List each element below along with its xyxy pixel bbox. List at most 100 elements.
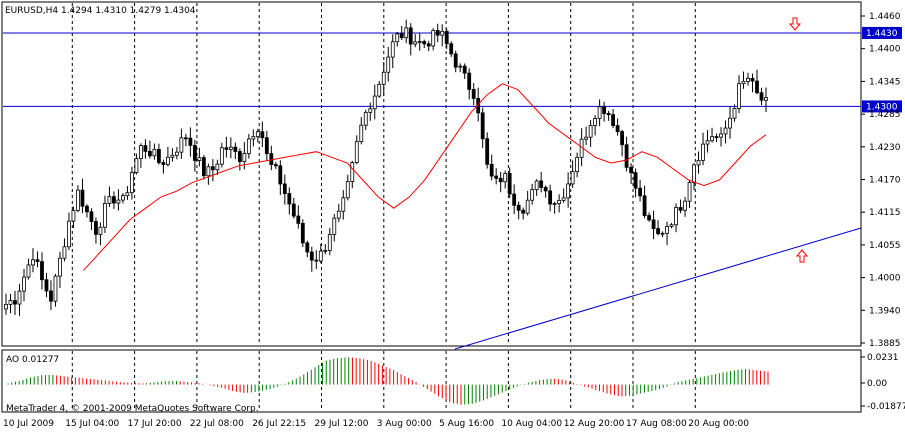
- candle-body: [602, 106, 607, 114]
- time-tick-label: 10 Aug 04:00: [501, 419, 562, 429]
- candle-body: [31, 259, 35, 266]
- candle-body: [183, 137, 188, 140]
- candle-body: [314, 259, 319, 262]
- ao-tick-label: 0.00: [867, 379, 887, 389]
- candle-body: [260, 131, 265, 139]
- time-tick-label: 12 Aug 20:00: [564, 419, 625, 429]
- moving-average-line: [83, 83, 767, 271]
- candle-body: [458, 65, 463, 68]
- candle-body: [197, 157, 202, 161]
- candle-body: [80, 189, 85, 207]
- candle-body: [305, 242, 310, 253]
- candle-body: [606, 113, 611, 116]
- candle-body: [188, 137, 193, 146]
- candle-body: [566, 183, 571, 199]
- candle-body: [408, 27, 413, 45]
- candle-body: [327, 233, 332, 251]
- buy-marker-icon: [795, 249, 809, 263]
- price-level-tag: [862, 100, 902, 113]
- candle-body: [741, 80, 746, 85]
- time-tick-label: 26 Jul 22:15: [252, 419, 306, 429]
- candle-body: [296, 215, 301, 224]
- candle-body: [242, 153, 247, 162]
- candle-body: [570, 171, 575, 185]
- candle-body: [363, 111, 368, 126]
- candle-body: [660, 232, 665, 235]
- candle-body: [633, 172, 638, 189]
- candle-body: [642, 195, 647, 216]
- candle-body: [525, 199, 530, 214]
- candle-body: [552, 203, 557, 205]
- ao-axis: 0.0231 0.00 -0.01877: [861, 353, 905, 412]
- candle-body: [246, 138, 251, 154]
- candle-body: [395, 33, 400, 43]
- candle-body: [710, 136, 714, 142]
- candle-body: [530, 189, 535, 201]
- candle-body: [701, 143, 705, 161]
- candle-body: [417, 41, 422, 43]
- candle-body: [377, 83, 382, 97]
- candle-body: [125, 192, 130, 197]
- candle-body: [40, 261, 44, 281]
- candle-body: [278, 165, 283, 185]
- ao-panel-border: [1, 349, 862, 413]
- candle-body: [53, 275, 58, 302]
- price-panel[interactable]: [1, 1, 862, 347]
- candle-body: [485, 138, 490, 165]
- price-level-tag: [862, 26, 902, 39]
- candle-body: [426, 43, 431, 47]
- candle-body: [638, 187, 642, 197]
- candle-body: [291, 203, 296, 217]
- ao-panel[interactable]: [1, 349, 862, 413]
- candle-body: [746, 77, 750, 82]
- candle-body: [665, 225, 669, 234]
- candle-body: [543, 187, 548, 192]
- candle-body: [26, 264, 31, 278]
- candle-body: [233, 146, 238, 152]
- time-tick-label: 22 Jul 08:00: [190, 419, 244, 429]
- candle-body: [152, 148, 157, 157]
- candle-body: [179, 137, 184, 153]
- time-tick-label: 15 Jul 04:00: [65, 419, 119, 429]
- time-tick-label: 10 Jul 2009: [3, 419, 54, 429]
- time-tick-label: 5 Aug 16:00: [439, 419, 494, 429]
- candle-body: [76, 189, 80, 211]
- candle-body: [219, 147, 224, 165]
- candle-body: [103, 203, 107, 228]
- candle-body: [121, 195, 125, 201]
- candle-body: [512, 193, 517, 206]
- candle-body: [359, 124, 364, 143]
- price-level-label: 1.4300: [866, 102, 898, 112]
- candle-body: [548, 190, 553, 205]
- candle-body: [273, 164, 278, 167]
- candle-body: [22, 276, 26, 292]
- candle-body: [300, 222, 305, 244]
- candle-body: [215, 163, 220, 171]
- candle-body: [318, 250, 323, 262]
- candle-body: [309, 251, 314, 261]
- candle-body: [588, 125, 593, 138]
- trendline[interactable]: [454, 227, 862, 350]
- candle-body: [593, 118, 598, 126]
- candle-body: [620, 131, 624, 146]
- candle-body: [112, 196, 116, 204]
- candle-body: [647, 215, 651, 221]
- candle-body: [282, 183, 287, 194]
- candle-body: [17, 290, 22, 305]
- candle-body: [201, 157, 206, 177]
- candle-body: [678, 207, 683, 211]
- price-level-label: 1.4430: [866, 29, 898, 39]
- candle-body: [656, 228, 660, 235]
- price-axis: 1.4460 1.4400 1.4345 1.4285 1.4230 1.4170 1.41…: [861, 12, 901, 349]
- time-tick-label: 3 Aug 00:00: [377, 419, 432, 429]
- symbol-header: EURUSD,H4 1.4294 1.4310 1.4279 1.4304: [5, 6, 196, 16]
- copyright-text: MetaTrader 4, © 2001-2009 MetaQuotes Sof…: [6, 404, 259, 414]
- candle-body: [696, 159, 701, 166]
- time-tick-label: 17 Jul 20:00: [128, 419, 182, 429]
- ao-tick-label: -0.01877: [867, 402, 905, 412]
- ao-indicator-label: AO 0.01277: [6, 355, 59, 365]
- candle-body: [206, 166, 211, 177]
- candle-body: [264, 137, 269, 155]
